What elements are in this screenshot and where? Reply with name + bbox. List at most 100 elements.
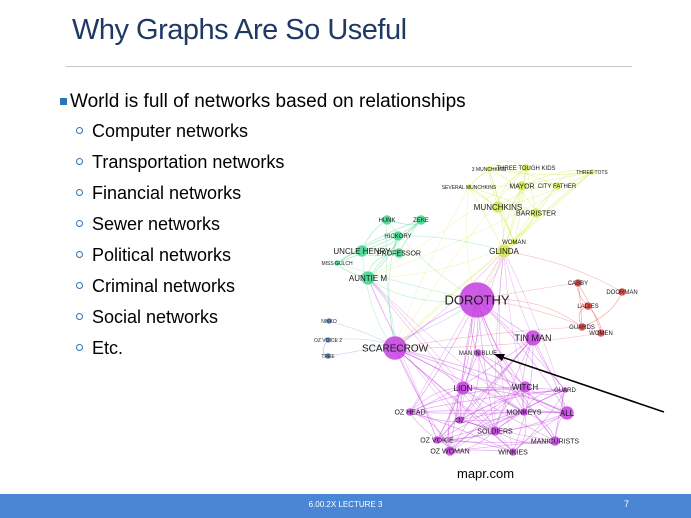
graph-edge [367,277,438,441]
sub-bullet: Social networks [60,302,466,333]
graph-node-label: GLINDA [489,247,519,256]
sub-bullet: Sewer networks [60,209,466,240]
graph-node-circle [516,180,528,192]
graph-node-circle [573,278,583,288]
graph-edge [512,389,566,453]
graph-node-circle [577,322,587,332]
sub-bullet: Computer networks [60,116,466,147]
graph-edge [477,352,556,442]
graph-edge [477,352,525,413]
graph-node-circle [524,329,542,347]
graph-node-circle [455,415,465,425]
graph-node-circle [465,183,473,191]
title-divider [66,66,632,67]
circle-bullet-icon [76,189,83,196]
graph-edge [513,167,527,243]
graph-edge [436,412,568,441]
graph-edge [367,277,496,432]
bullet-list: World is full of networks based on relat… [60,88,466,364]
graph-edge [449,389,566,452]
square-bullet-icon [60,98,67,105]
graph-edge [459,419,514,453]
graph-edge [494,250,505,432]
graph-node-label: 3 MUNCHKINS [472,167,507,173]
pointer-arrow-head [494,354,505,361]
circle-bullet-icon [76,127,83,134]
graph-edge [449,337,534,452]
graph-node: WOMAN [502,238,526,246]
graph-edge [394,250,505,349]
graph-node-circle [405,407,415,417]
graph-node-circle [530,207,542,219]
graph-edge [532,337,568,414]
graph-node-circle [559,405,575,421]
graph-node-circle [360,270,376,286]
graph-node: MANICURISTS [531,435,579,447]
graph-node: WOMEN [589,328,613,338]
graph-node: THREE TOUGH KIDS [496,163,556,173]
graph-edge [394,241,515,349]
graph-edge [385,219,396,349]
graph-node: HICKORY [384,230,412,242]
sub-bullet: Transportation networks [60,147,466,178]
circle-bullet-icon [76,344,83,351]
graph-node: ZEKE [413,214,429,226]
graph-edge [488,168,515,243]
graph-node-circle [596,328,606,338]
graph-edge [394,186,470,349]
graph-node-circle [549,435,561,447]
graph-edge [503,167,527,252]
graph-edge [512,412,568,453]
graph-node-circle [496,243,512,259]
graph-edge [409,250,505,413]
circle-bullet-icon [76,220,83,227]
graph-edge [499,250,514,453]
graph-edge [394,347,568,414]
graph-node-circle [393,247,405,259]
graph-edge [367,219,422,279]
graph-node-circle [458,281,496,319]
graph-edge [503,250,568,414]
graph-node-label: MONKEYS [506,409,541,416]
network-graph-image: DOROTHY SCARECROW TIN MAN LION WITCH MAN IN B… [314,160,665,456]
graph-node: GLINDA [489,243,520,259]
graph-edge [409,410,568,414]
graph-node-label: LION [454,384,473,393]
graph-edge [436,411,525,441]
graph-node-label: SOLDIERS [477,428,513,435]
graph-node-label: GUARDS [569,325,595,331]
graph-edge [497,171,593,208]
graph-node-circle [324,352,332,360]
graph-edge [513,185,558,243]
graph-edge [523,389,566,413]
graph-node: OZ HEAD [394,407,426,417]
graph-edge [367,277,525,413]
graph-edge [476,299,496,432]
graph-node: MUNCHKINS [474,200,522,214]
graph-node: TREE [321,352,335,360]
graph-node-label: AUNTIE M [349,274,388,283]
graph-node-circle [561,386,569,394]
graph-edge [394,167,527,349]
graph-node: MONKEYS [506,407,542,416]
graph-edge [394,347,525,413]
graph-edge [488,168,558,187]
graph-node-label: MAYOR [509,183,534,190]
graph-node: THREE TOTS [576,168,608,176]
sub-bullet: Criminal networks [60,271,466,302]
sub-bullet: Financial networks [60,178,466,209]
sub-bullet: Political networks [60,240,466,271]
graph-edge [367,171,593,279]
graph-edge [394,347,496,432]
graph-node-circle [489,425,501,437]
graph-node-circle [491,200,505,214]
graph-node: NIKKO [321,317,337,325]
graph-edge [336,219,422,264]
graph-edge [494,337,534,432]
graph-node-circle [325,317,333,325]
graph-node-label: CABBY [568,281,588,287]
graph-edge [468,186,537,214]
graph-node: 3 MUNCHKINS [472,165,507,173]
graph-node: SEVERAL MUNCHKINS [442,183,497,191]
graph-node: MAN IN BLUE [459,348,497,358]
